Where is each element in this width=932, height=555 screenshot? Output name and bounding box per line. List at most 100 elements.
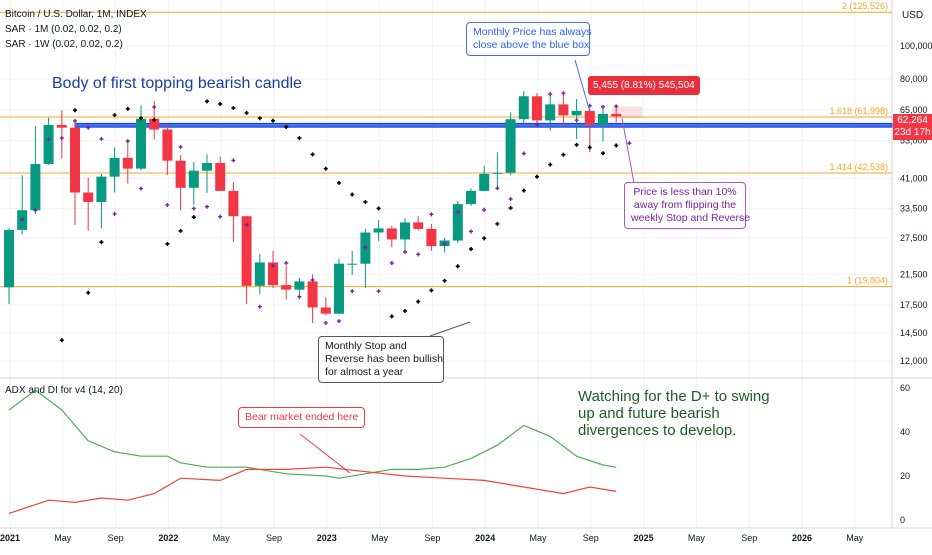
sar-weekly-dot xyxy=(376,289,381,294)
time-axis-tick: 2023 xyxy=(317,533,337,543)
sar-weekly-dot xyxy=(416,252,421,257)
sar-weekly-dot xyxy=(139,186,143,191)
sar-monthly-dot xyxy=(152,117,157,122)
time-axis-tick: May xyxy=(529,533,547,543)
adx-series-di xyxy=(8,466,617,514)
sar-monthly-dot xyxy=(244,111,249,116)
sar-weekly-dot xyxy=(561,91,566,96)
candle-body xyxy=(334,263,344,314)
sar-weekly-dot xyxy=(59,136,64,141)
adx-axis-tick: 20 xyxy=(900,471,910,481)
candle-body xyxy=(43,124,54,164)
connector-weekly-sar xyxy=(621,117,635,184)
sar-monthly-dot xyxy=(442,278,447,283)
sar-weekly-dot xyxy=(271,263,275,268)
connector-bear-market xyxy=(299,433,351,474)
sar-monthly-dot xyxy=(125,106,130,111)
sar-weekly-dot xyxy=(257,304,262,309)
sar-weekly-dot xyxy=(178,144,183,149)
sar-weekly-dot xyxy=(191,206,196,211)
adx-legend: ADX and DI for v4 (14, 20) xyxy=(5,385,123,396)
time-axis-tick: May xyxy=(688,533,706,543)
annotation-weekly-sar: Price is less than 10% away from flippin… xyxy=(624,182,750,229)
sar-weekly-dot xyxy=(548,92,553,97)
currency-label[interactable]: USD xyxy=(902,10,924,21)
sar-monthly-dot xyxy=(271,118,275,123)
sar-weekly-dot xyxy=(521,151,526,156)
candle-body xyxy=(400,222,410,240)
adx-axis-tick: 40 xyxy=(900,427,910,437)
candle-body xyxy=(202,162,212,171)
sar-weekly-dot xyxy=(218,214,223,219)
grid-layer xyxy=(0,0,932,529)
candle-body xyxy=(452,204,463,241)
sar-monthly-dot xyxy=(59,338,64,343)
sar-weekly-dot xyxy=(20,217,25,222)
sar-weekly-dot xyxy=(455,210,460,215)
candle-body xyxy=(109,157,120,177)
adx-layer xyxy=(8,389,617,514)
sar-monthly-dot xyxy=(403,309,407,314)
candle-body xyxy=(518,96,529,120)
sar-monthly-dot xyxy=(337,180,341,185)
candle-body xyxy=(426,228,437,247)
sar-weekly-dot xyxy=(46,137,51,142)
last-price-tag[interactable]: 62,264 23d 17h xyxy=(893,114,932,140)
sar-weekly-dot xyxy=(231,158,236,163)
sar-monthly-dot xyxy=(139,116,143,121)
candle-body xyxy=(188,170,199,188)
sar-monthly-dot xyxy=(231,105,236,110)
candle-body xyxy=(505,119,516,173)
candle-body xyxy=(320,307,331,314)
candle-body xyxy=(241,216,252,286)
sar-monthly-dot xyxy=(495,221,500,226)
last-price: 62,264 xyxy=(897,115,928,126)
sar-weekly-dot xyxy=(297,294,302,299)
candle-body xyxy=(70,127,80,193)
sar-weekly-dot xyxy=(429,212,434,217)
candle-body xyxy=(56,124,67,128)
sar-weekly-dot xyxy=(125,139,130,144)
candle-body xyxy=(386,228,397,240)
price-axis-tick: 17,500 xyxy=(900,300,928,310)
price-axis-tick: 21,500 xyxy=(900,269,928,279)
time-axis-tick: Sep xyxy=(108,533,124,543)
sar-monthly-dot xyxy=(191,215,196,220)
candle-body xyxy=(162,129,173,161)
sar-weekly-dot xyxy=(99,136,104,141)
sar-monthly-dot xyxy=(389,314,394,319)
blue-box xyxy=(74,122,893,128)
annotation-bear-market: Bear market ended here xyxy=(238,407,366,428)
time-axis-tick: 2025 xyxy=(634,533,654,543)
candle-body xyxy=(611,113,622,117)
sar-monthly-dot xyxy=(574,142,579,147)
sar-weekly-dot xyxy=(350,289,355,294)
candle-body xyxy=(83,192,94,202)
sar-weekly-dot xyxy=(614,104,619,109)
candle-body xyxy=(492,172,503,174)
sar-weekly-dot xyxy=(112,211,117,216)
sar-monthly-dot xyxy=(455,264,460,269)
sar-weekly-dot xyxy=(389,261,394,266)
sar-monthly-dot xyxy=(614,143,619,148)
connector-monthly-sar xyxy=(429,321,471,337)
measure-range-box xyxy=(612,106,643,119)
candle-body xyxy=(598,113,608,125)
time-axis-tick: May xyxy=(213,533,231,543)
price-axis-tick: 65,000 xyxy=(900,105,928,115)
sar-weekly-dot xyxy=(363,245,368,250)
candle-body xyxy=(479,173,490,191)
fib-level-label: 1.414 (42,538) xyxy=(829,162,888,172)
price-axis-tick: 14,500 xyxy=(900,328,928,338)
sar-weekly-dot xyxy=(337,319,341,324)
sar-monthly-dot xyxy=(218,101,223,106)
time-axis-tick: May xyxy=(846,533,864,543)
sar-weekly-dot xyxy=(205,204,209,209)
sar-weekly-dot xyxy=(495,186,500,191)
sar-weekly-dot xyxy=(284,261,289,266)
sar-monthly-dot xyxy=(548,162,553,167)
fib-level-label: 1 (19,804) xyxy=(847,276,888,286)
time-axis-tick: 2021 xyxy=(0,533,20,543)
sar-monthly-dot xyxy=(86,290,91,295)
